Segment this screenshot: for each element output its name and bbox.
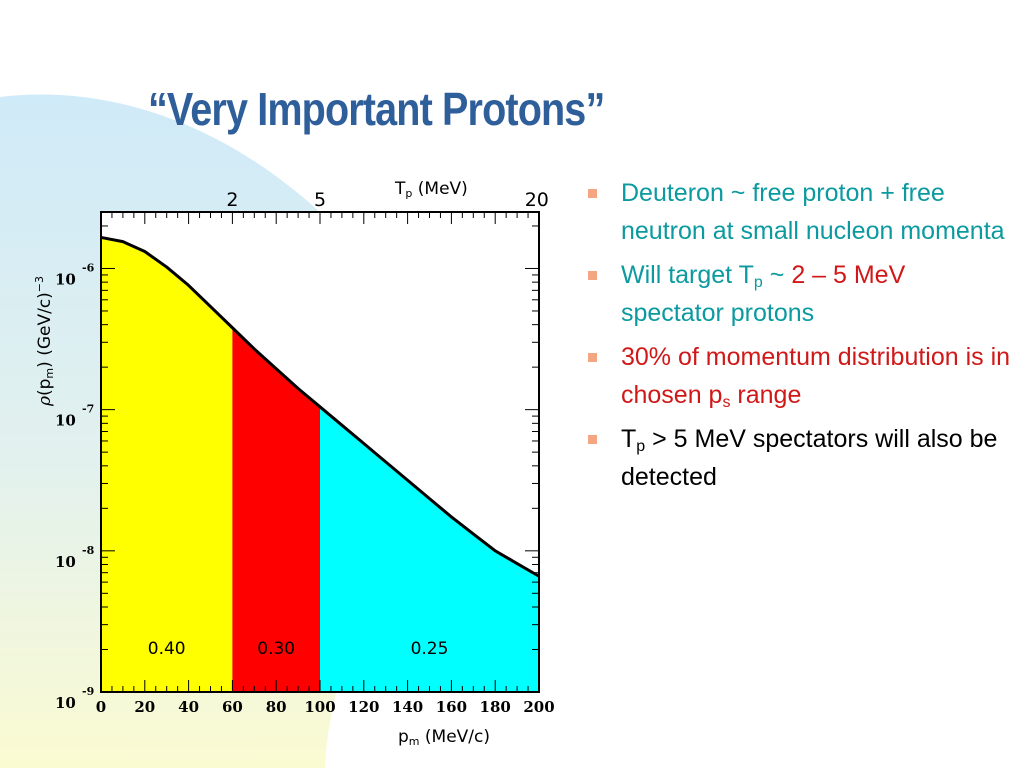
y-tick-label-exponent: -8	[82, 544, 95, 557]
bullet-list: Deuteron ~ free proton + free neutron at…	[585, 174, 1015, 502]
region-fill-1	[232, 327, 320, 692]
bullet-subscript: p	[636, 438, 646, 455]
region-fraction-label: 0.25	[411, 639, 449, 659]
top-tick-label: 20	[525, 189, 549, 211]
x-tick-label: 80	[266, 698, 287, 716]
bullet-text: Deuteron ~ free proton + free neutron at…	[621, 179, 1005, 245]
top-tick-label: 5	[314, 189, 326, 211]
y-tick-label-base: 10	[55, 553, 76, 571]
x-tick-label: 100	[304, 698, 335, 716]
region-fraction-label: 0.30	[257, 639, 295, 659]
x-tick-label: 40	[178, 698, 199, 716]
bullet-text: 2 – 5 MeV	[791, 261, 906, 289]
x-tick-label: 60	[222, 698, 243, 716]
y-tick-label-base: 10	[55, 412, 76, 430]
bullet-text: T	[621, 425, 637, 453]
bullet-item: Tp > 5 MeV spectators will also be detec…	[585, 420, 1015, 496]
bullet-subscript: p	[753, 274, 763, 291]
bullet-square-icon	[588, 353, 597, 362]
bullet-item: Will target Tp ~ 2 – 5 MeV spectator pro…	[585, 256, 1015, 332]
bullet-text: range	[730, 381, 802, 409]
bullet-subscript: s	[722, 394, 731, 411]
region-fill-0	[101, 237, 233, 693]
x-axis-title: pm (MeV/c)	[398, 727, 490, 748]
x-tick-label: 160	[436, 698, 467, 716]
region-fraction-label: 0.40	[148, 639, 186, 659]
y-tick-label-exponent: -6	[82, 261, 95, 274]
bullet-text: 30% of momentum distribution is in chose…	[621, 343, 1011, 409]
bullet-text: > 5 MeV spectators will also be detected	[621, 425, 998, 491]
bullet-item: Deuteron ~ free proton + free neutron at…	[585, 174, 1015, 250]
axis-ticks	[100, 212, 540, 693]
y-tick-label-base: 10	[55, 694, 76, 712]
bullet-text: Will target T	[621, 261, 754, 289]
x-tick-label: 140	[392, 698, 423, 716]
x-tick-label: 180	[480, 698, 511, 716]
bullet-item: 30% of momentum distribution is in chose…	[585, 338, 1015, 414]
region-fill-2	[320, 406, 539, 692]
y-tick-label-exponent: -7	[82, 403, 94, 416]
bullet-square-icon	[588, 435, 597, 444]
x-tick-label: 200	[523, 698, 554, 716]
y-tick-label-base: 10	[55, 270, 76, 288]
bullet-square-icon	[588, 271, 597, 280]
slide-title: “Very Important Protons”	[148, 83, 605, 135]
distribution-curve	[100, 235, 540, 578]
x-tick-label: 0	[96, 698, 106, 716]
x-tick-label: 120	[348, 698, 379, 716]
x-tick-label: 20	[134, 698, 155, 716]
y-axis-title: ρ(pm) (GeV/c)−3	[33, 276, 56, 407]
bullet-square-icon	[588, 189, 597, 198]
top-axis-title: Tp (MeV)	[394, 179, 468, 200]
bullet-text: spectator protons	[621, 299, 815, 327]
bullet-text: ~	[762, 261, 792, 289]
y-tick-label-exponent: -9	[82, 685, 94, 698]
top-tick-label: 2	[226, 189, 238, 211]
